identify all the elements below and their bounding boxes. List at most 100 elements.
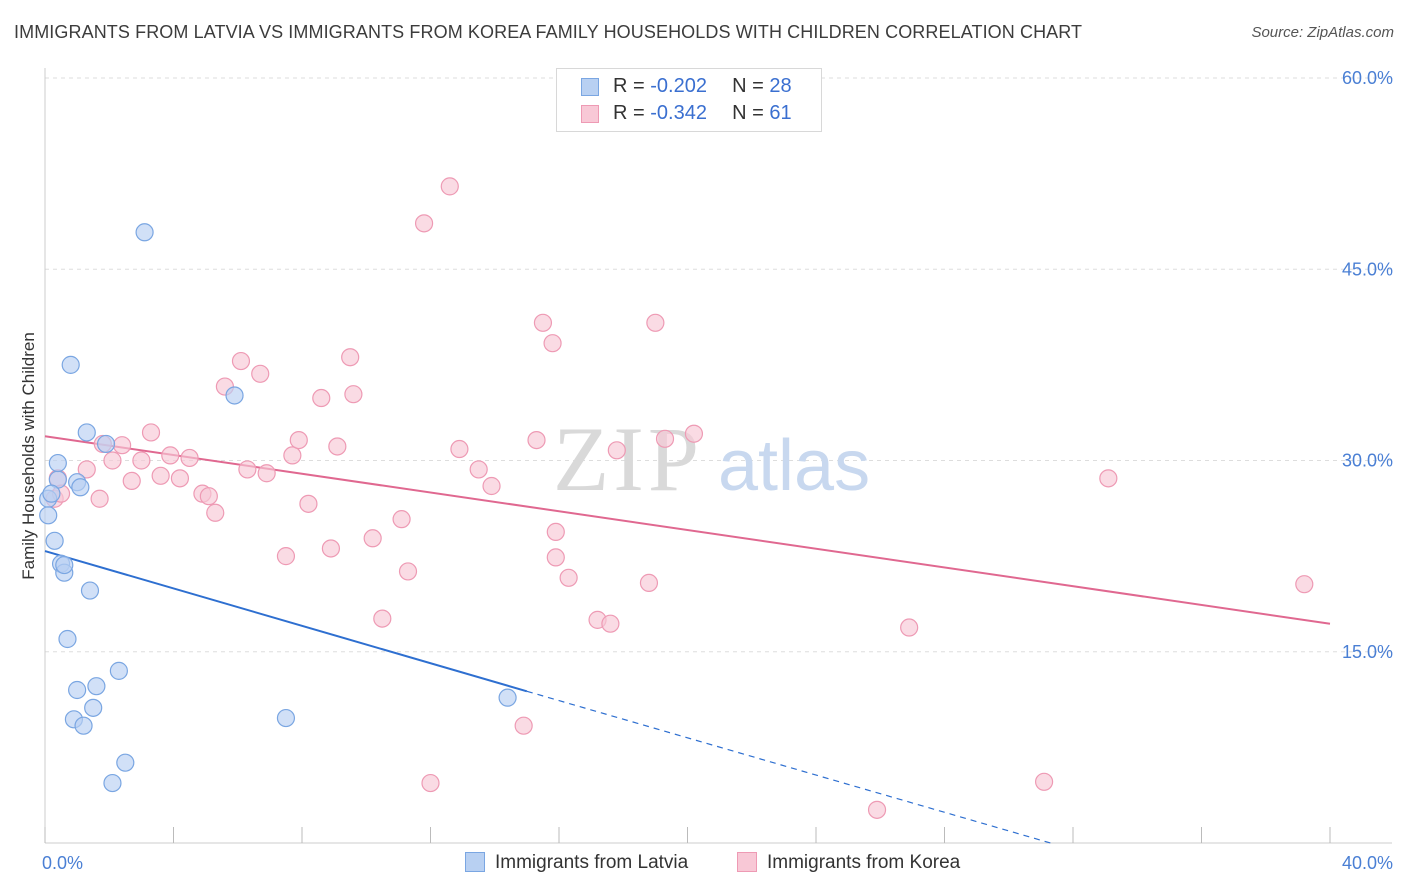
korea-point bbox=[514, 716, 533, 735]
latvia-point bbox=[498, 688, 517, 707]
korea-point bbox=[684, 424, 704, 443]
korea-point bbox=[289, 431, 308, 450]
korea-point bbox=[867, 800, 887, 819]
korea-point bbox=[283, 446, 302, 465]
korea-point bbox=[90, 489, 109, 508]
trend-lines bbox=[44, 435, 1331, 844]
latvia-point bbox=[42, 484, 61, 503]
korea-point bbox=[440, 177, 459, 196]
correlation-legend: R = -0.202 N = 28 R = -0.342 N = 61 bbox=[556, 68, 822, 132]
korea-point bbox=[231, 351, 251, 371]
latvia-point bbox=[55, 555, 74, 575]
korea-point bbox=[328, 437, 347, 456]
korea-point bbox=[363, 529, 382, 548]
latvia-n-value: 28 bbox=[769, 75, 792, 97]
korea-swatch bbox=[581, 105, 599, 123]
latvia-trend-line bbox=[44, 550, 528, 693]
korea-point bbox=[132, 451, 151, 470]
korea-point bbox=[206, 503, 225, 522]
korea-point bbox=[392, 510, 411, 529]
grid-lines bbox=[45, 77, 1392, 653]
korea-point bbox=[414, 214, 434, 233]
source-label: Source: ZipAtlas.com bbox=[1251, 24, 1394, 41]
latvia-r-label: R = bbox=[613, 75, 651, 97]
korea-r-value: -0.342 bbox=[650, 102, 707, 124]
latvia-point bbox=[225, 386, 244, 405]
korea-point bbox=[103, 451, 122, 470]
korea-point bbox=[398, 562, 418, 581]
korea-point bbox=[141, 423, 161, 442]
latvia-point bbox=[116, 753, 135, 772]
korea-point bbox=[199, 487, 218, 506]
latvia-point bbox=[45, 531, 64, 550]
y-tick-label: 15.0% bbox=[1342, 642, 1393, 662]
korea-point bbox=[341, 348, 360, 367]
korea-point bbox=[257, 464, 276, 483]
bottom-legend-korea: Immigrants from Korea bbox=[737, 852, 960, 874]
korea-point bbox=[321, 539, 341, 558]
korea-point bbox=[170, 469, 190, 488]
korea-point bbox=[559, 568, 578, 587]
latvia-point bbox=[135, 223, 154, 242]
chart-title: IMMIGRANTS FROM LATVIA VS IMMIGRANTS FRO… bbox=[14, 22, 1083, 42]
latvia-point bbox=[71, 478, 90, 497]
korea-point bbox=[112, 436, 132, 455]
korea-point bbox=[655, 429, 675, 448]
watermark-atlas: atlas bbox=[718, 426, 870, 506]
latvia-swatch bbox=[581, 78, 599, 96]
axes bbox=[44, 68, 1392, 844]
korea-point bbox=[469, 460, 488, 479]
latvia-point bbox=[58, 629, 77, 649]
y-tick-label: 45.0% bbox=[1342, 259, 1393, 279]
korea-point bbox=[180, 448, 199, 468]
latvia-point bbox=[80, 581, 100, 600]
y-tick-label: 60.0% bbox=[1342, 68, 1393, 88]
bottom-korea-label: Immigrants from Korea bbox=[767, 852, 961, 873]
korea-n-value: 61 bbox=[769, 102, 792, 124]
korea-n-label: N = bbox=[732, 102, 770, 124]
korea-point bbox=[299, 494, 318, 513]
korea-point bbox=[1295, 575, 1314, 594]
korea-trend-line bbox=[44, 435, 1331, 625]
korea-r-label: R = bbox=[613, 102, 651, 124]
latvia-n-label: N = bbox=[732, 75, 770, 97]
korea-point bbox=[639, 573, 659, 593]
korea-point bbox=[251, 364, 270, 383]
latvia-point bbox=[74, 716, 93, 735]
x-tick-label: 0.0% bbox=[42, 853, 83, 873]
korea-point bbox=[421, 773, 440, 793]
korea-point bbox=[1034, 772, 1054, 791]
korea-point bbox=[527, 431, 546, 450]
latvia-r-value: -0.202 bbox=[650, 75, 707, 97]
korea-point bbox=[543, 334, 562, 353]
korea-point bbox=[77, 460, 96, 479]
tick-labels: 15.0% 30.0% 45.0% 60.0% 0.0% 40.0% bbox=[42, 68, 1393, 873]
y-axis-label: Family Households with Children bbox=[19, 332, 38, 580]
latvia-point bbox=[84, 698, 103, 717]
latvia-point bbox=[109, 661, 128, 680]
korea-point bbox=[312, 388, 331, 408]
watermark: ZIP atlas bbox=[553, 408, 870, 510]
y-tick-label: 30.0% bbox=[1342, 451, 1393, 471]
latvia-point bbox=[77, 423, 96, 442]
korea-point bbox=[533, 313, 553, 332]
bottom-legend-latvia: Immigrants from Latvia bbox=[465, 852, 688, 874]
latvia-point bbox=[39, 506, 58, 525]
latvia-point bbox=[48, 453, 67, 473]
korea-point bbox=[238, 460, 257, 479]
korea-point bbox=[607, 441, 626, 460]
latvia-point bbox=[96, 434, 116, 454]
latvia-trend-extension bbox=[526, 690, 1051, 844]
korea-point bbox=[122, 471, 141, 490]
korea-point bbox=[646, 313, 665, 332]
korea-point bbox=[151, 466, 170, 485]
bottom-latvia-swatch bbox=[465, 852, 485, 872]
bottom-korea-swatch bbox=[737, 852, 757, 872]
korea-point bbox=[344, 385, 363, 404]
korea-point bbox=[601, 614, 620, 633]
latvia-point bbox=[103, 773, 122, 793]
korea-point bbox=[450, 439, 469, 459]
bottom-latvia-label: Immigrants from Latvia bbox=[495, 852, 689, 873]
korea-point bbox=[373, 609, 392, 628]
